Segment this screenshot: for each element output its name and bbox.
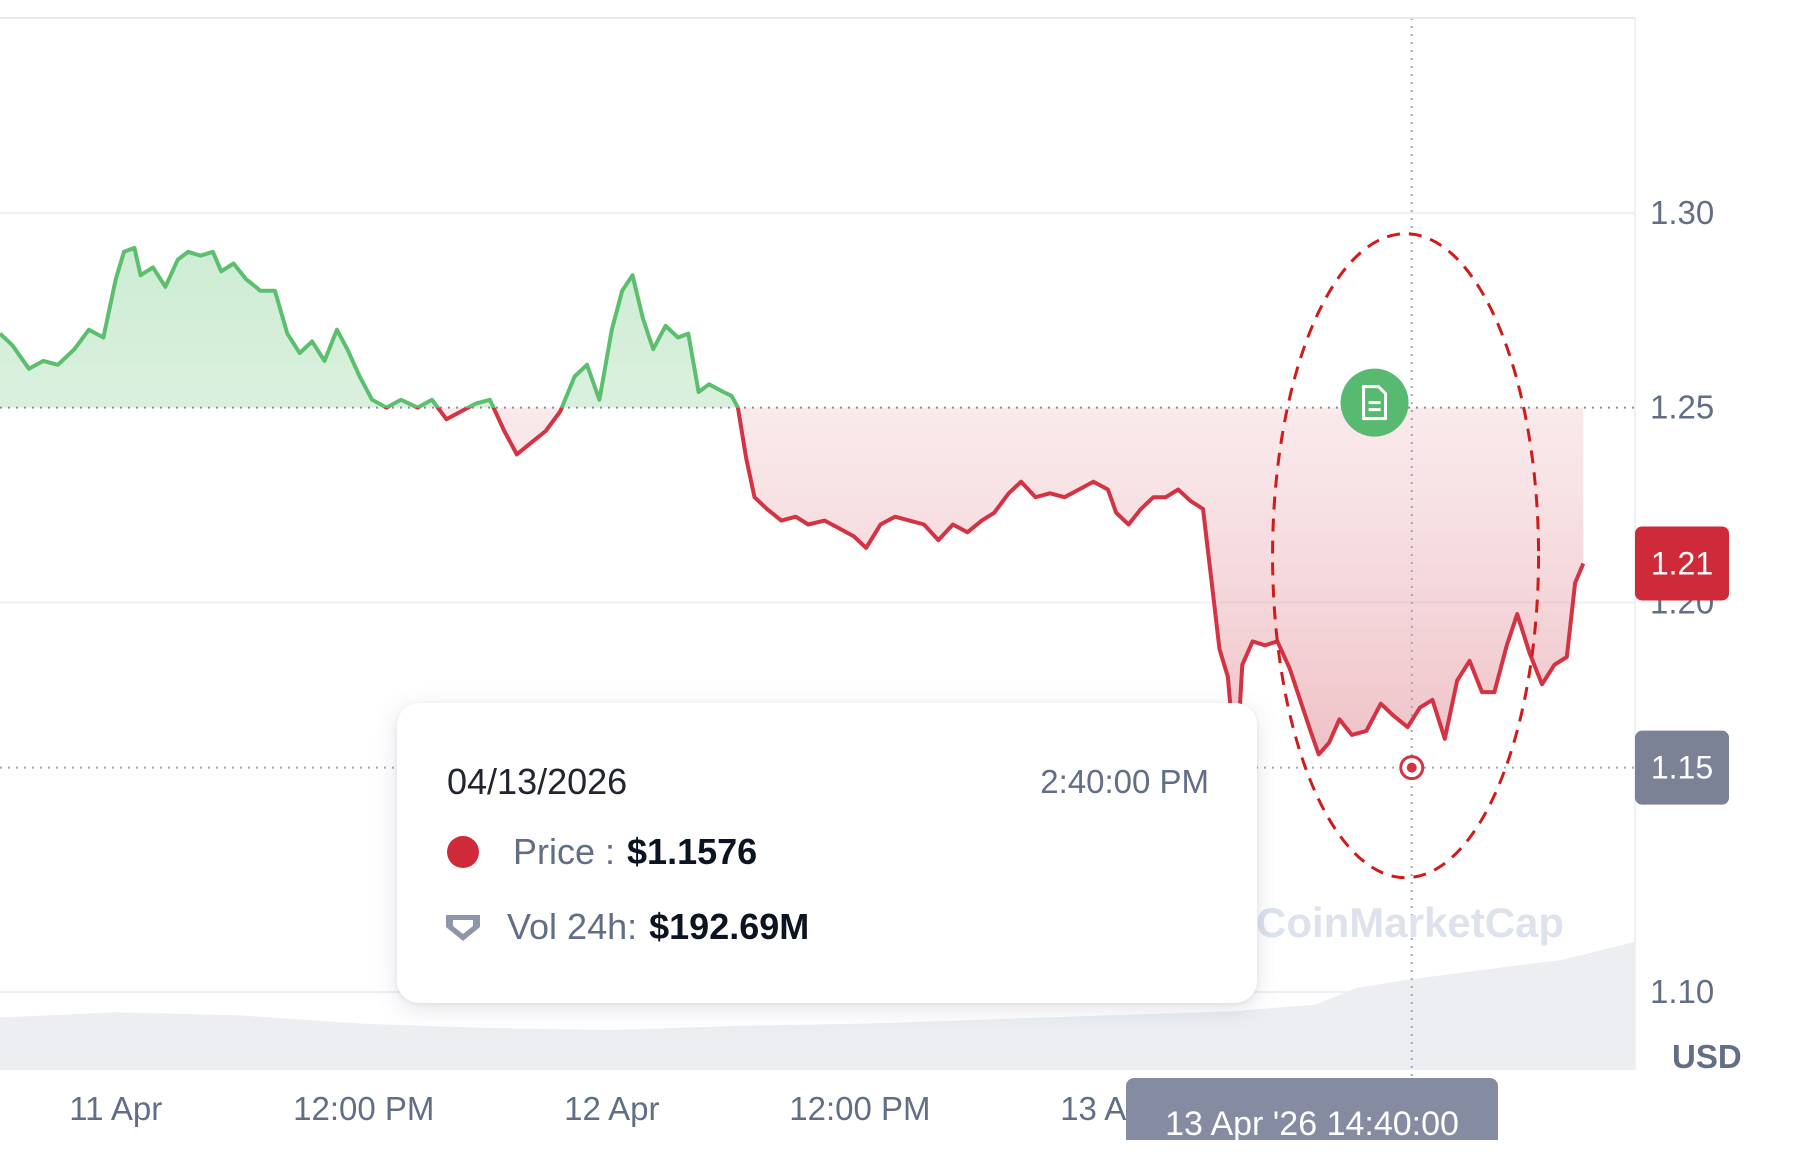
news-document-icon[interactable] <box>1340 368 1409 437</box>
price-value: $1.1576 <box>627 831 758 872</box>
price-label: Price : <box>513 831 616 872</box>
crosshair-point <box>1399 755 1425 781</box>
area-above-baseline <box>0 247 738 408</box>
y-tick-label: 1.30 <box>1650 194 1714 231</box>
crosshair-price-badge-label: 1.15 <box>1651 750 1713 786</box>
tooltip-time: 2:40:00 PM <box>1040 763 1209 800</box>
y-axis-ticks: 1.301.251.201.10 <box>1650 194 1714 1010</box>
x-tick-label: 12:00 PM <box>789 1090 930 1127</box>
x-tick-label: 12:00 PM <box>293 1090 434 1127</box>
crosshair-time-badge: 13 Apr '26 14:40:00 <box>1126 1078 1498 1143</box>
tooltip-date: 04/13/2026 <box>447 761 628 802</box>
volume-shield-icon <box>446 915 480 941</box>
area-below-baseline <box>0 407 1584 770</box>
watermark: CoinMarketCap <box>1256 899 1564 946</box>
price-tooltip: 04/13/2026 2:40:00 PM Price : $1.1576 Vo… <box>397 703 1257 1003</box>
volume-value: $192.69M <box>649 906 810 947</box>
price-line-down <box>382 407 1586 772</box>
annotation-ellipse <box>1271 232 1541 880</box>
crosshair-point-dot <box>1406 762 1417 773</box>
price-lines <box>0 245 1586 772</box>
event-doc-outline <box>1362 385 1388 421</box>
current-price-badge-label: 1.21 <box>1651 545 1713 581</box>
price-dot-icon <box>447 836 479 868</box>
price-chart[interactable]: CoinMarketCap 1.301.251.201.10 11 Apr 12:… <box>0 0 1818 1140</box>
price-badges: 1.21 1.15 <box>1635 526 1729 805</box>
y-tick-label: 1.25 <box>1650 389 1714 426</box>
volume-area <box>0 941 1635 1070</box>
volume-label: Vol 24h: <box>507 906 638 947</box>
tooltip-volume-row: Vol 24h: $192.69M <box>446 905 810 949</box>
x-tick-label: 12 Apr <box>564 1090 659 1127</box>
price-line-up <box>0 245 740 408</box>
price-fill-areas <box>0 247 1584 770</box>
crosshair-price-badge-bg <box>1635 730 1729 805</box>
x-tick-label: 11 Apr <box>69 1090 162 1127</box>
currency-label: USD <box>1672 1038 1742 1075</box>
current-price-badge-bg <box>1635 526 1729 601</box>
tooltip-price-row: Price : $1.1576 <box>447 831 757 873</box>
y-tick-label: 1.10 <box>1650 973 1714 1010</box>
